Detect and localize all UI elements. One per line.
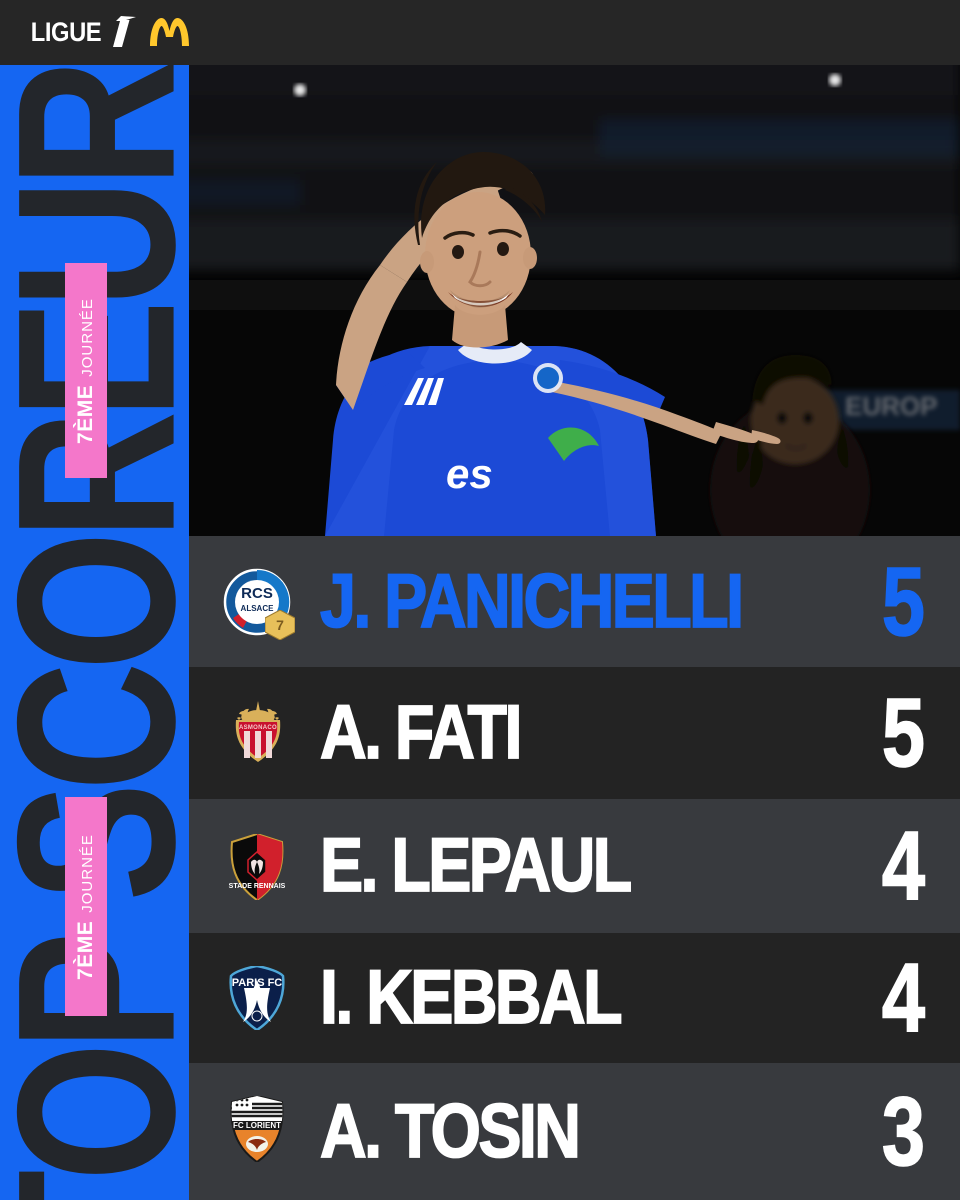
svg-text:STADE RENNAIS: STADE RENNAIS	[229, 883, 286, 890]
svg-text:7: 7	[276, 617, 284, 633]
svg-text:ASMONACO: ASMONACO	[239, 725, 277, 731]
svg-text:FC LORIENT: FC LORIENT	[233, 1121, 281, 1130]
svg-text:es: es	[446, 450, 493, 497]
